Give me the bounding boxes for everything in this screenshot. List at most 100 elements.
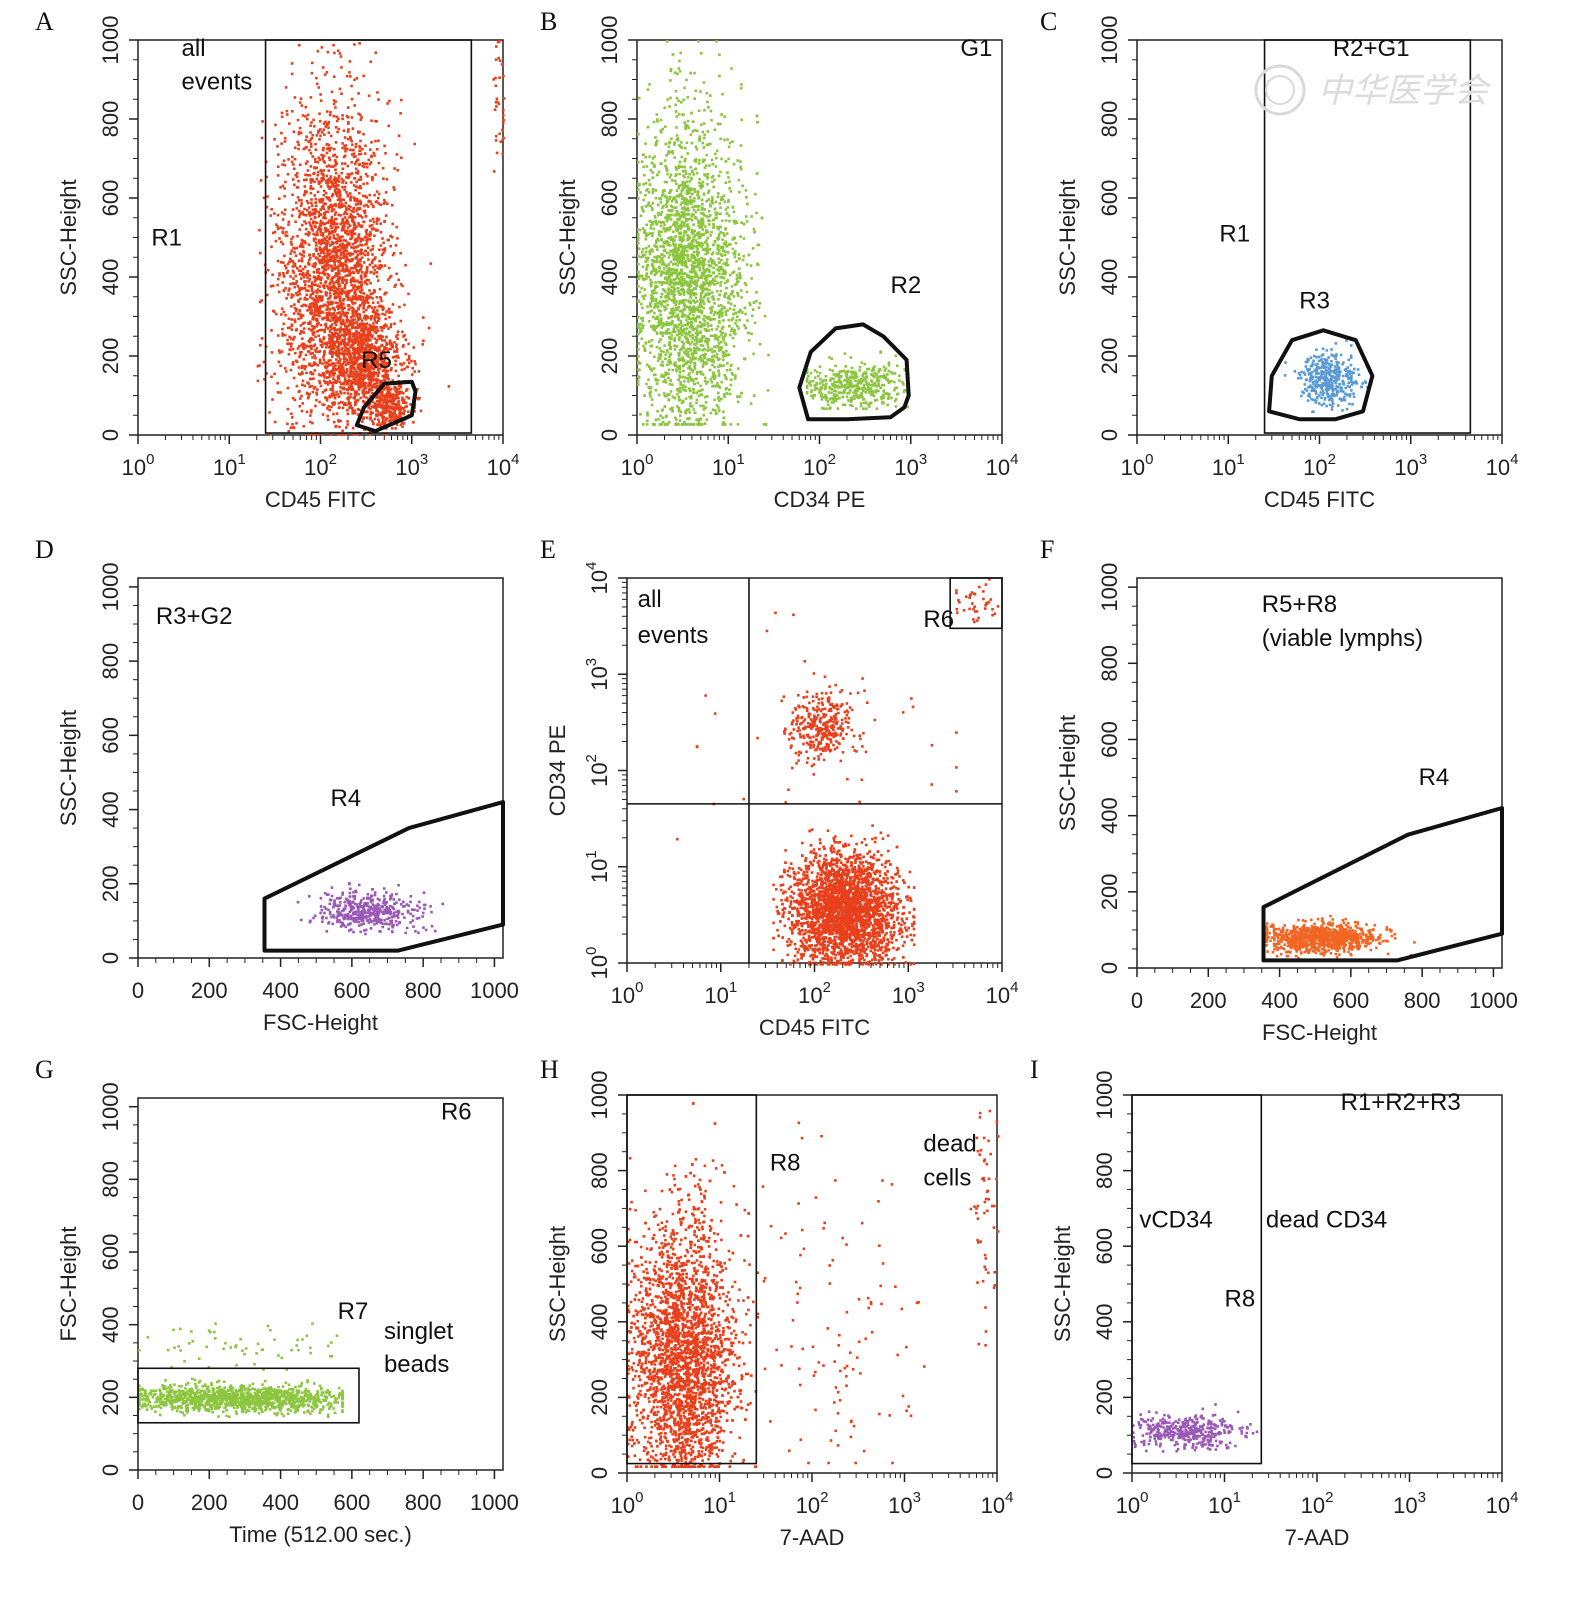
data-point <box>350 172 354 175</box>
data-point <box>712 313 716 317</box>
data-point <box>714 200 718 204</box>
data-point <box>387 238 390 242</box>
data-point <box>309 296 312 299</box>
data-point <box>310 337 313 340</box>
data-point <box>365 336 368 339</box>
data-point <box>356 399 360 402</box>
data-point <box>354 382 357 386</box>
data-point <box>370 356 374 359</box>
data-point <box>372 363 376 366</box>
data-point <box>498 40 501 43</box>
y-tick-label: 600 <box>98 180 123 217</box>
data-point <box>335 194 339 198</box>
data-point <box>392 251 396 255</box>
data-point <box>344 210 347 214</box>
data-point <box>290 293 294 296</box>
data-point <box>380 351 383 355</box>
data-point <box>282 227 285 230</box>
data-point <box>302 213 306 216</box>
data-point <box>385 341 388 345</box>
data-point <box>347 400 350 404</box>
data-point <box>372 266 375 269</box>
data-point <box>374 311 378 315</box>
data-point <box>289 282 292 286</box>
data-point <box>375 409 378 412</box>
data-point <box>374 256 377 259</box>
data-point <box>305 190 308 194</box>
data-point <box>710 230 713 234</box>
data-point <box>342 403 346 406</box>
data-point <box>362 393 366 396</box>
data-point <box>347 395 351 399</box>
data-point <box>284 180 287 184</box>
data-point <box>340 66 343 69</box>
data-point <box>355 321 358 324</box>
data-point <box>337 365 341 368</box>
data-point <box>343 287 346 290</box>
data-point <box>326 241 330 244</box>
data-point <box>720 259 723 262</box>
data-point <box>372 205 375 209</box>
data-point <box>290 318 293 321</box>
data-point <box>677 407 681 411</box>
data-point <box>357 163 361 167</box>
data-point <box>358 281 361 284</box>
data-point <box>320 198 323 201</box>
data-point <box>332 392 335 395</box>
data-point <box>284 370 288 373</box>
data-point <box>501 128 504 132</box>
data-point <box>389 414 393 417</box>
data-point <box>347 362 350 365</box>
data-point <box>298 126 302 130</box>
data-point <box>311 292 315 295</box>
data-point <box>384 323 387 326</box>
data-point <box>334 265 338 269</box>
data-point <box>343 216 347 219</box>
data-point <box>361 384 365 388</box>
data-point <box>299 212 303 215</box>
data-point <box>314 349 317 352</box>
data-point <box>303 192 307 195</box>
data-point <box>338 369 341 372</box>
data-point <box>286 342 289 345</box>
data-point <box>391 303 395 306</box>
data-point <box>334 350 338 354</box>
data-point <box>285 234 289 238</box>
data-point <box>289 258 292 262</box>
data-point <box>346 342 350 345</box>
data-point <box>502 118 505 122</box>
data-point <box>358 345 362 349</box>
data-point <box>732 331 736 334</box>
data-point <box>366 367 370 371</box>
data-point <box>328 370 331 374</box>
data-point <box>334 246 337 249</box>
data-point <box>332 306 336 310</box>
data-point <box>680 141 683 144</box>
data-point <box>360 355 363 359</box>
data-point <box>379 231 383 234</box>
data-point <box>373 257 376 261</box>
data-point <box>282 289 286 293</box>
data-point <box>369 410 373 414</box>
data-point <box>353 311 356 314</box>
data-point <box>357 233 361 236</box>
data-point <box>352 184 356 187</box>
data-point <box>276 153 280 156</box>
data-point <box>660 210 663 214</box>
data-point <box>418 396 421 400</box>
data-point <box>661 206 664 210</box>
y-tick-label: 400 <box>98 259 123 296</box>
data-point <box>346 258 350 261</box>
data-point <box>291 265 295 268</box>
data-point <box>362 375 366 378</box>
data-point <box>668 244 672 247</box>
data-point <box>353 411 357 415</box>
data-point <box>336 265 339 269</box>
gate-r1 <box>264 39 473 434</box>
data-point <box>298 345 301 348</box>
data-point <box>367 355 370 359</box>
data-point <box>308 392 311 396</box>
data-point <box>355 237 358 240</box>
data-point <box>356 212 359 216</box>
data-point <box>325 370 328 373</box>
